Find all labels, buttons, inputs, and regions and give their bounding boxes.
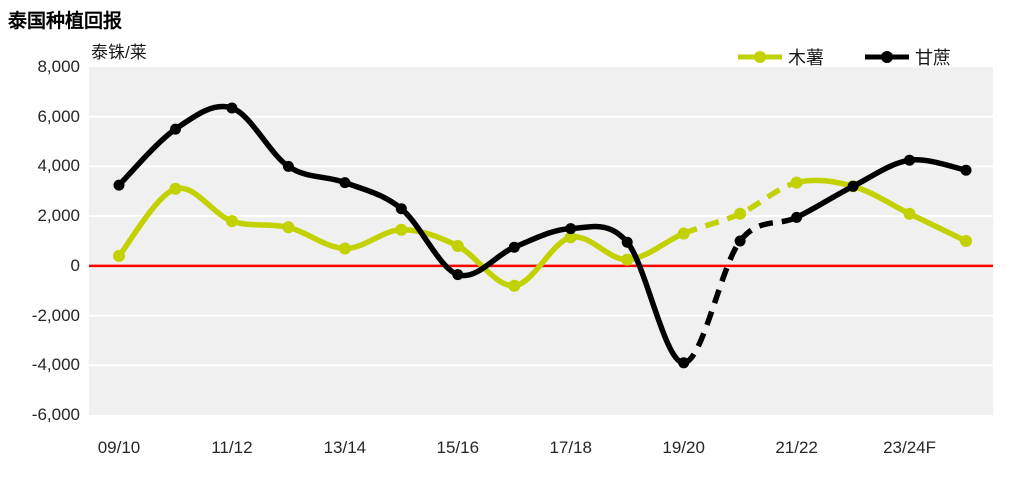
cassava-data-point-marker — [169, 182, 182, 195]
y-tick-label: -6,000 — [31, 405, 80, 424]
sugarcane-line-dashed — [682, 214, 798, 366]
x-tick-label: 13/14 — [323, 438, 367, 457]
chart-title: 泰国种植回报 — [8, 11, 123, 32]
sugarcane-data-point-marker — [904, 154, 915, 166]
y-tick-label: -2,000 — [31, 305, 80, 325]
sugarcane-data-point-marker — [791, 211, 803, 223]
legend-item-sugarcane: 甘蔗 — [864, 44, 951, 70]
legend-label-sugarcane: 甘蔗 — [915, 48, 951, 68]
y-tick-label: 0 — [70, 255, 80, 275]
cassava-data-point-marker — [790, 176, 803, 189]
cassava-data-point-marker — [508, 279, 521, 292]
sugarcane-data-point-marker — [452, 269, 464, 281]
sugarcane-data-point-marker — [847, 180, 859, 192]
cassava-line-swatch-icon — [738, 51, 782, 63]
x-tick-label: 17/18 — [549, 438, 592, 457]
y-tick-label: 8,000 — [37, 57, 80, 76]
sugarcane-line-swatch-icon — [865, 51, 909, 63]
sugarcane-data-point-marker — [339, 177, 351, 189]
y-tick-label: 6,000 — [37, 106, 80, 126]
sugarcane-data-point-marker — [170, 123, 181, 135]
y-tick-label: 4,000 — [37, 156, 80, 176]
sugarcane-data-point-marker — [508, 241, 520, 253]
cassava-data-point-marker — [903, 207, 916, 220]
sugarcane-data-point-marker — [565, 223, 577, 235]
x-tick-label: 23/24F — [883, 438, 936, 457]
sugarcane-data-point-marker — [226, 102, 238, 114]
cassava-line — [793, 177, 969, 244]
sugarcane-data-point-marker — [960, 164, 972, 176]
cassava-data-point-marker — [734, 207, 747, 220]
x-tick-label: 11/12 — [211, 438, 253, 457]
cassava-data-point-marker — [451, 240, 464, 252]
sugarcane-data-point-marker — [113, 179, 125, 191]
cassava-data-point-marker — [960, 235, 972, 247]
cassava-data-point-marker — [677, 227, 690, 240]
y-axis-unit-label: 泰铢/莱 — [91, 43, 147, 62]
legend: 木薯 甘蔗 — [737, 44, 951, 70]
sugarcane-data-point-marker — [678, 357, 690, 369]
x-tick-label: 19/20 — [662, 438, 705, 457]
sugarcane-data-point-marker — [395, 203, 407, 215]
legend-label-cassava: 木薯 — [788, 48, 824, 68]
cassava-data-point-marker — [564, 231, 577, 244]
cassava-data-point-marker — [225, 215, 238, 228]
sugarcane-data-point-marker — [282, 160, 294, 172]
cassava-data-point-marker — [395, 223, 408, 236]
x-tick-label: 21/22 — [775, 438, 818, 457]
cassava-data-point-marker — [338, 242, 351, 255]
x-tick-label: 15/16 — [436, 438, 480, 457]
legend-item-cassava: 木薯 — [737, 44, 824, 70]
sugarcane-line — [116, 103, 687, 366]
sugarcane-data-point-marker — [621, 236, 633, 248]
sugarcane-line — [793, 157, 969, 221]
x-tick-label: 09/10 — [97, 438, 141, 457]
cassava-data-point-marker — [282, 221, 295, 234]
sugarcane-data-point-marker — [734, 235, 746, 247]
cassava-data-point-marker — [113, 249, 125, 262]
cassava-data-point-marker — [621, 253, 634, 266]
plot-background — [89, 67, 993, 415]
y-tick-label: 2,000 — [37, 206, 80, 226]
y-tick-label: -4,000 — [31, 355, 80, 375]
